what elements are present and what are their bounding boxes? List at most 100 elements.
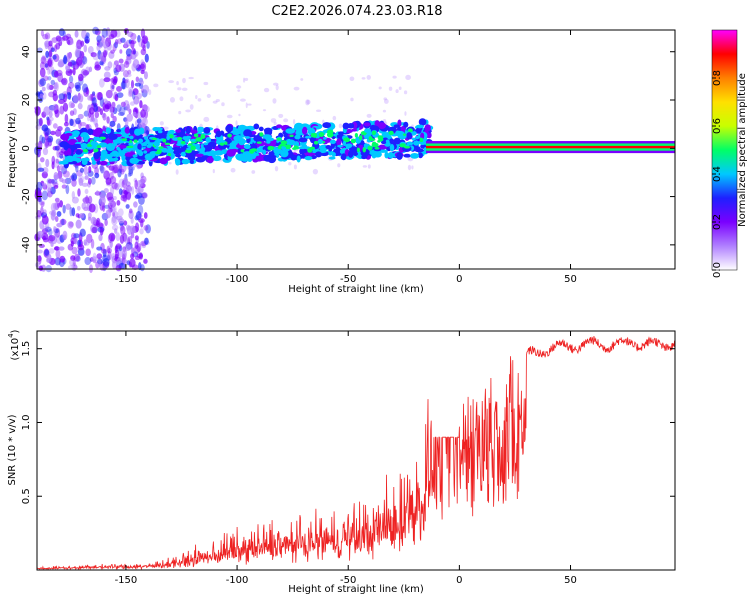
spectrogram-noise-blob [48,111,53,118]
spectrogram-noise-blob [64,113,69,124]
spectrogram-noise-blob [182,77,186,84]
spectrogram-noise-blob [62,170,70,178]
spectrogram-band-peak [399,136,406,140]
spectrogram-noise-blob [79,167,85,173]
spectrogram-noise-blob [54,109,60,118]
spectrogram-band-peak [116,146,121,151]
spectrogram-noise-blob [398,86,402,91]
spectrogram-noise-blob [126,186,133,193]
spectrogram-noise-blob [82,197,89,203]
spectrogram-noise-blob [92,26,99,35]
snr-frame [36,330,676,571]
spectrogram-band-peak [180,141,186,145]
spectrogram-noise-blob [55,249,61,259]
spectrogram-noise-blob [349,76,355,82]
spectrogram-noise-blob [114,39,119,45]
spectrogram-noise-blob [59,165,64,171]
spectrogram-noise-blob [56,165,61,172]
spectrogram-noise-blob [59,105,65,115]
spectrogram-band-blob [203,144,213,152]
spectrogram-noise-blob [107,196,115,202]
spectrogram-noise-blob [62,204,66,214]
spectrogram-band-peak [366,133,372,136]
spectrogram-noise-blob [100,248,108,254]
spectrogram-band-peak [132,154,138,158]
colorbar-tick-label: 0.8 [712,70,723,86]
spectrogram-noise-blob [74,49,81,58]
spectrogram-noise-blob [111,224,119,231]
spectrogram-noise-blob [332,115,337,121]
spectrogram-noise-blob [99,195,106,206]
spectrogram-band-peak [266,140,271,144]
spectrogram-noise-blob [138,218,145,223]
spectrogram-noise-blob [120,225,126,235]
colorbar-label: Normalized spectral amplitude [737,73,748,227]
spectrogram-band-peak [377,135,384,140]
spectrogram-noise-blob [54,216,59,223]
spectrogram-band-peak [143,150,148,154]
spectrogram-band-blob [285,128,296,134]
snr-scale-close: ) [10,329,21,333]
spectrogram-band-peak [84,148,88,153]
spectrogram-noise-blob [126,113,134,122]
spectrogram-noise-blob [94,111,100,119]
spectrogram-noise-blob [84,36,90,44]
spectrogram-noise-blob [47,229,53,236]
spectrogram-band-blob [403,121,409,128]
spectrogram-noise-blob [238,113,241,117]
spectrogram-noise-blob [47,57,54,68]
spectrogram-noise-blob [126,103,130,112]
spectrogram-band-peak [267,145,275,151]
spectrogram-marks [34,26,675,273]
spectrogram-noise-blob [46,116,50,121]
spectrogram-noise-blob [141,39,146,50]
spectrogram-noise-blob [73,94,79,104]
spectrogram-noise-blob [112,206,117,213]
spectrogram-noise-blob [110,112,114,119]
spectrogram-noise-blob [54,145,60,151]
spectrogram-noise-blob [114,182,120,191]
spectrogram-y-ticks: -40 -20 0 20 40 [21,45,675,253]
spectrogram-noise-blob [66,92,72,100]
spectrogram-noise-blob [52,123,58,129]
spectrogram-band-blob [137,143,142,151]
spectrogram-band-peak [388,130,394,136]
spectrogram-band-blob [87,128,94,136]
spectrogram-noise-blob [87,195,93,204]
spectrogram-band-peak [277,145,282,151]
spectrogram-noise-blob [83,241,90,246]
snr-x-label: Height of straight line (km) [288,584,424,595]
spectrogram-noise-blob [71,191,76,199]
spectrogram-noise-blob [242,77,246,83]
spectrogram-noise-blob [52,103,59,111]
spectrogram-band-blob [351,128,358,132]
spectrogram-noise-blob [111,164,118,174]
spectrogram-noise-blob [121,248,128,258]
spectrogram-noise-blob [247,103,252,106]
spectrogram-band-peak [292,147,297,150]
spectrogram-band-blob [364,123,371,127]
spectrogram-noise-blob [96,35,102,43]
spectrogram-noise-blob [270,118,277,123]
spectrogram-noise-blob [109,176,117,185]
spectrogram-noise-blob [133,201,138,208]
spectrogram-band-blob [232,129,242,136]
spectrogram-noise-blob [195,94,198,100]
spectrogram-noise-blob [175,169,179,175]
spectrogram-noise-blob [38,197,43,203]
spectrogram-noise-blob [126,57,132,65]
spectrogram-noise-blob [49,186,56,195]
spectrogram-band-peak [395,130,400,135]
spectrogram-noise-blob [57,126,63,132]
spectrogram-y-tick-label: -20 [21,188,32,204]
spectrogram-noise-blob [94,167,99,175]
spectrogram-noise-blob [75,117,81,125]
spectrogram-noise-blob [275,84,279,91]
spectrogram-noise-blob [45,158,50,168]
spectrogram-noise-blob [94,172,100,179]
spectrogram-noise-blob [65,33,72,39]
spectrogram-band-blob [165,155,171,161]
spectrogram-band-peak [80,142,88,149]
spectrogram-band-peak [322,137,327,140]
spectrogram-noise-blob [185,109,191,113]
